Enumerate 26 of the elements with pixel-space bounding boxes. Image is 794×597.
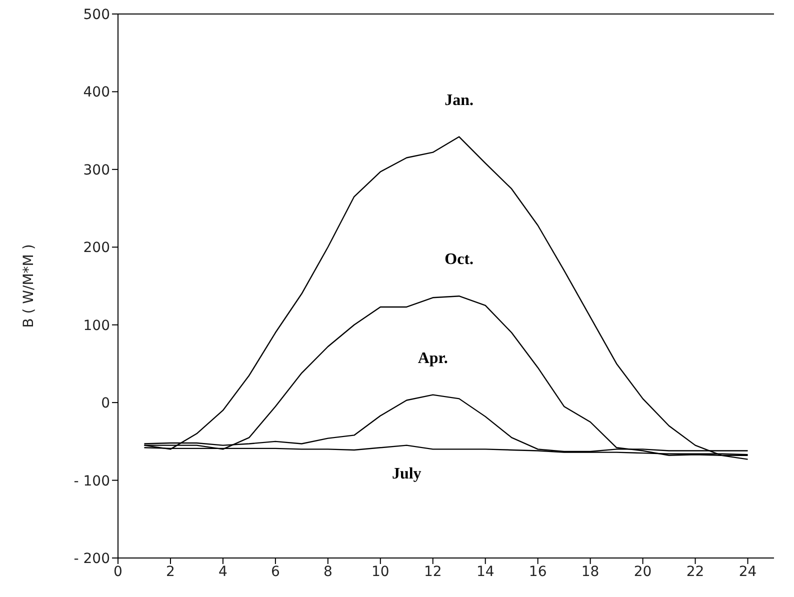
x-tick-label: 20 [634, 564, 652, 580]
x-tick-label: 18 [581, 564, 600, 580]
series-label: Apr. [418, 350, 448, 367]
x-tick-label: 2 [166, 564, 175, 580]
y-tick-label: 0 [101, 396, 110, 412]
y-tick-label: 400 [83, 84, 110, 101]
y-tick-label: 100 [83, 318, 110, 334]
series-label: July [392, 466, 422, 483]
y-tick-label: 300 [83, 162, 110, 178]
x-tick-label: 16 [528, 564, 547, 580]
x-tick-label: 4 [218, 564, 228, 580]
x-tick-label: 22 [686, 564, 704, 580]
x-tick-label: 8 [323, 564, 332, 580]
x-tick-label: 6 [270, 564, 280, 580]
y-tick-label: 500 [83, 6, 110, 23]
x-tick-label: 24 [738, 564, 757, 580]
y-tick-label: 200 [83, 240, 110, 256]
series-label: Jan. [444, 92, 474, 109]
series-label: Oct. [444, 251, 474, 268]
y-tick-label: - 200 [74, 550, 110, 567]
y-tick-label: - 100 [74, 473, 110, 490]
x-tick-label: 14 [476, 564, 494, 580]
y-axis-title: B ( W/M*M ) [20, 244, 37, 328]
x-tick-label: 12 [424, 564, 442, 580]
x-tick-label: 10 [371, 564, 390, 580]
x-tick-label: 0 [114, 564, 122, 580]
